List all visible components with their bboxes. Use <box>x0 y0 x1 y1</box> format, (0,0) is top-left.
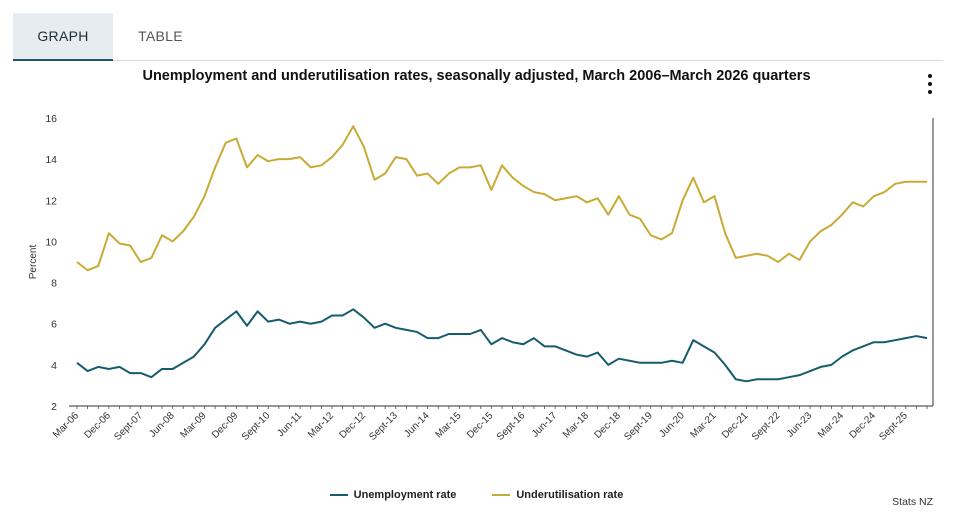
x-tick-label: Mar-09 <box>178 410 208 440</box>
x-tick-label: Sept-07 <box>112 410 145 443</box>
x-tick-label: Sept-25 <box>877 410 910 443</box>
y-tick-label: 10 <box>45 236 57 248</box>
tab-graph[interactable]: GRAPH <box>13 13 113 61</box>
x-tick-label: Jun-20 <box>657 410 687 440</box>
legend-swatch-underutilisation <box>492 494 511 496</box>
x-tick-label: Jun-08 <box>147 410 177 440</box>
x-tick-label: Sept-10 <box>240 410 273 443</box>
x-tick-label: Jun-17 <box>530 410 560 440</box>
tab-bar: GRAPH TABLE <box>13 13 943 61</box>
x-tick-label: Mar-12 <box>306 410 336 440</box>
x-tick-label: Mar-15 <box>433 410 463 440</box>
y-axis-title: Percent <box>28 245 39 280</box>
x-tick-label: Dec-21 <box>720 410 751 441</box>
legend-item-underutilisation[interactable]: Underutilisation rate <box>492 489 623 501</box>
series-lines <box>76 125 928 383</box>
x-tick-label: Dec-15 <box>465 410 496 441</box>
chart-title: Unemployment and underutilisation rates,… <box>142 68 811 84</box>
y-tick-label: 14 <box>45 154 57 166</box>
x-tick-label: Mar-06 <box>51 410 81 440</box>
legend-item-unemployment[interactable]: Unemployment rate <box>329 489 457 501</box>
plot-frame <box>69 118 934 407</box>
x-tick-label: Sept-13 <box>367 410 400 443</box>
x-tick-label: Dec-09 <box>210 410 241 441</box>
x-tick-label: Mar-18 <box>561 410 591 440</box>
source-credit: Stats NZ <box>892 496 933 508</box>
series-line-underutilisation[interactable] <box>76 125 927 272</box>
x-tick-label: Jun-14 <box>402 410 432 440</box>
y-tick-label: 8 <box>51 278 57 290</box>
y-tick-label: 4 <box>51 360 57 372</box>
legend: Unemployment rate Underutilisation rate <box>0 489 953 501</box>
x-axis: Mar-06 Dec-06 Sept-07 Jun-08 Mar-09 Dec-09 Sep… <box>51 406 928 443</box>
y-tick-label: 16 <box>45 113 57 125</box>
x-tick-label: Jun-23 <box>785 410 815 440</box>
y-tick-label: 6 <box>51 319 57 331</box>
y-tick-label: 2 <box>51 401 57 413</box>
series-line-unemployment[interactable] <box>76 308 928 383</box>
x-tick-label: Jun-11 <box>275 410 304 439</box>
x-tick-label: Dec-06 <box>82 410 113 441</box>
x-tick-label: Sept-22 <box>750 410 783 443</box>
x-tick-label: Mar-24 <box>816 410 846 440</box>
x-tick-label: Dec-24 <box>847 410 878 441</box>
x-tick-label: Dec-12 <box>337 410 368 441</box>
y-axis: 2 4 6 8 10 12 14 16 <box>45 113 57 413</box>
more-options-icon[interactable] <box>921 73 939 95</box>
legend-label-unemployment: Unemployment rate <box>353 489 457 501</box>
y-tick-label: 12 <box>45 195 57 207</box>
legend-swatch-unemployment <box>329 494 348 496</box>
x-tick-label: Mar-21 <box>688 410 718 440</box>
x-tick-label: Dec-18 <box>592 410 623 441</box>
legend-label-underutilisation: Underutilisation rate <box>516 489 624 501</box>
x-tick-label: Sept-19 <box>622 410 655 443</box>
x-tick-label: Sept-16 <box>495 410 528 443</box>
tab-table[interactable]: TABLE <box>138 28 183 44</box>
